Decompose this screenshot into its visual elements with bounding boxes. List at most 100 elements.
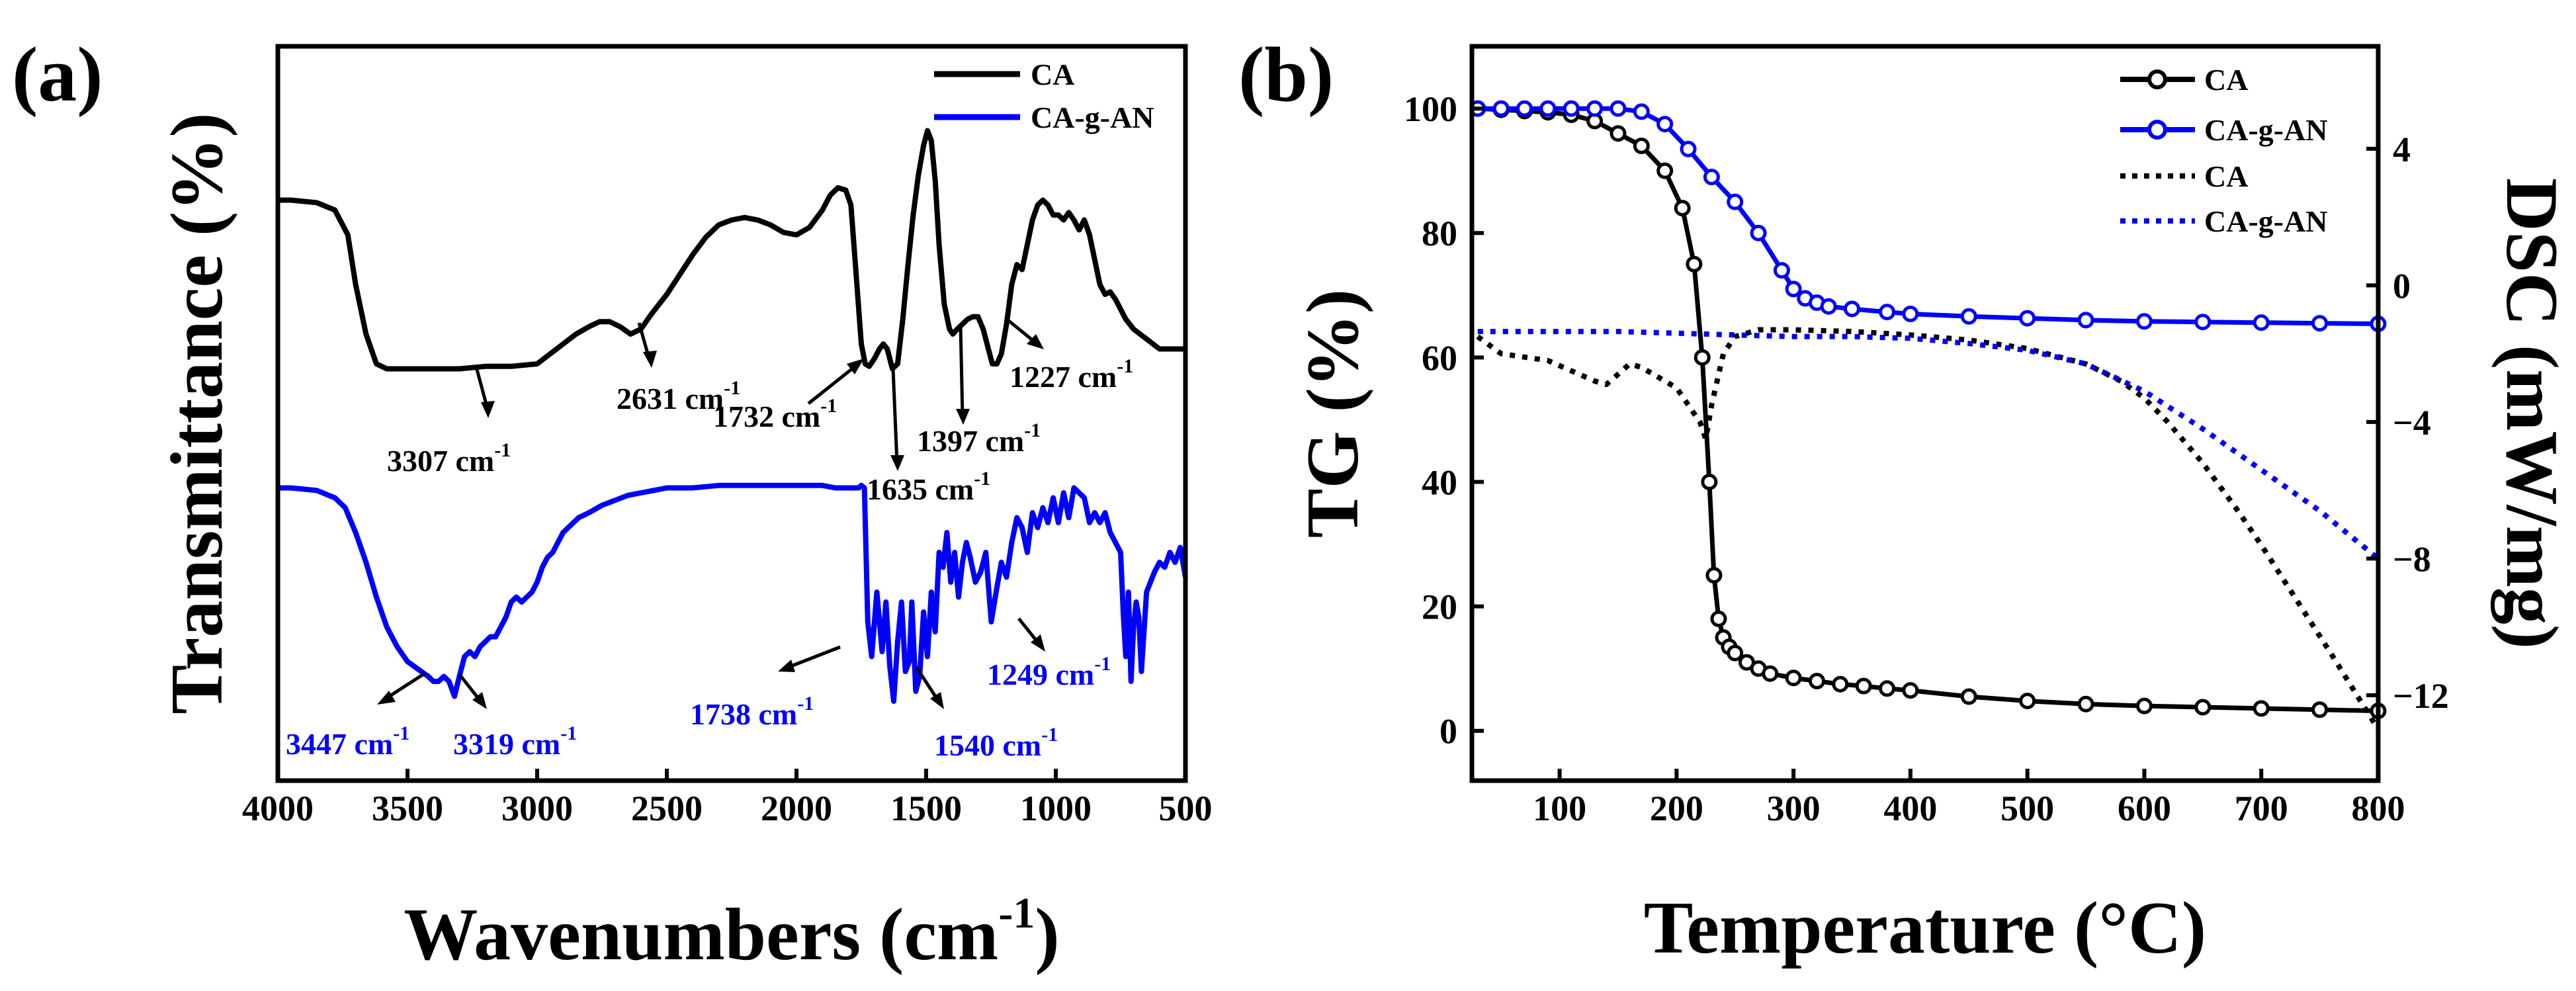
annotation-3319: 3319 cm-1 — [453, 673, 577, 761]
marker-b-ca-g-an-26 — [2253, 314, 2270, 331]
b-y2tick-label-4: 4 — [2393, 130, 2411, 169]
b-y2tick-label--8: −8 — [2393, 539, 2431, 579]
annotation-1540: 1540 cm-1 — [914, 666, 1058, 762]
marker-b-ca-8 — [1656, 162, 1674, 179]
legend-a-ca-label: CA — [1031, 58, 1074, 91]
marker-b-ca-g-an-2 — [1516, 100, 1533, 117]
panel-b-label: (b) — [1238, 31, 1334, 118]
b-xtick-label-500: 500 — [2000, 789, 2054, 828]
b-xtick-label-200: 200 — [1650, 789, 1703, 828]
b-xtick-label-600: 600 — [2118, 789, 2171, 828]
marker-b-ca-g-an-18 — [1844, 300, 1861, 318]
svg-text:3447 cm-1: 3447 cm-1 — [286, 722, 409, 761]
marker-b-ca-g-an-17 — [1820, 298, 1837, 315]
series-a-ca-g-an — [278, 482, 1188, 704]
marker-b-ca-33 — [2311, 701, 2329, 718]
marker-b-ca-7 — [1633, 138, 1650, 155]
svg-text:1397 cm-1: 1397 cm-1 — [917, 419, 1041, 458]
b-ytick-label-20: 20 — [1422, 587, 1457, 627]
panel-a-annotations: 3307 cm-1 2631 cm-1 1732 cm-1 1635 cm-1 — [286, 320, 1133, 762]
svg-text:1249 cm-1: 1249 cm-1 — [987, 653, 1111, 691]
svg-text:1635 cm-1: 1635 cm-1 — [867, 468, 990, 506]
marker-b-ca-g-an-25 — [2194, 314, 2211, 331]
marker-b-ca-g-an-4 — [1563, 100, 1580, 117]
panel-a-plot-area — [278, 128, 1188, 704]
marker-b-ca-g-an-7 — [1633, 103, 1650, 120]
marker-b-ca-25 — [1879, 680, 1896, 697]
series-b-ca-tg — [1477, 106, 2379, 714]
b-ytick-label-0: 0 — [1439, 712, 1457, 752]
a-xtick-label-1000: 1000 — [1020, 789, 1092, 828]
marker-b-ca-g-an-1 — [1492, 100, 1510, 117]
panel-b-y2-axis-title: DSC (mW/mg) — [2491, 178, 2573, 649]
marker-b-ca-26 — [1902, 682, 1919, 699]
marker-b-ca-g-an-19 — [1879, 304, 1896, 321]
b-ytick-label-40: 40 — [1422, 462, 1457, 502]
marker-b-ca-g-an-12 — [1750, 224, 1767, 241]
marker-b-ca-22 — [1808, 672, 1825, 689]
annotation-1397: 1397 cm-1 — [917, 325, 1041, 458]
marker-b-ca-g-an-13 — [1773, 262, 1790, 279]
svg-text:3307 cm-1: 3307 cm-1 — [387, 439, 511, 478]
panel-b-frame — [1469, 44, 2381, 783]
marker-b-ca-g-an-11 — [1727, 193, 1744, 210]
marker-b-ca-g-an-24 — [2135, 313, 2153, 330]
b-ytick-label-80: 80 — [1422, 214, 1457, 253]
marker-b-ca-g-an-20 — [1902, 305, 1919, 322]
panel-a-x-ticks: 4000 3500 3000 2500 2000 1500 1000 500 — [242, 769, 1213, 828]
marker-b-ca-9 — [1674, 200, 1691, 217]
marker-b-ca-11 — [1694, 349, 1711, 366]
marker-b-ca-g-an-6 — [1610, 100, 1627, 117]
legend-b-cagan-dsc-label: CA-g-AN — [2204, 204, 2328, 238]
panel-b-plot-area — [1469, 100, 2387, 731]
marker-b-ca-27 — [1960, 688, 1977, 705]
svg-text:1540 cm-1: 1540 cm-1 — [934, 724, 1058, 762]
marker-b-ca-g-an-27 — [2311, 315, 2329, 332]
panel-a-label: (a) — [12, 31, 103, 118]
panel-b-y-axis-title: TG (%) — [1292, 289, 1374, 538]
annotation-1732: 1732 cm-1 — [713, 359, 864, 433]
series-b-ca-g-an-dsc — [1477, 329, 2380, 561]
panel-b-legend: CA CA-g-AN CA CA-g-AN — [2120, 63, 2328, 238]
marker-b-ca-g-an-21 — [1960, 308, 1977, 325]
b-xtick-label-300: 300 — [1767, 789, 1821, 828]
b-ytick-label-60: 60 — [1422, 338, 1457, 378]
a-xtick-label-3500: 3500 — [372, 789, 443, 828]
a-xtick-label-2500: 2500 — [631, 789, 703, 828]
b-y2tick-label--4: −4 — [2393, 403, 2431, 443]
svg-text:1738 cm-1: 1738 cm-1 — [690, 693, 814, 731]
annotation-1738: 1738 cm-1 — [690, 645, 841, 731]
marker-b-ca-29 — [2077, 695, 2094, 712]
marker-b-ca-31 — [2194, 699, 2211, 716]
b-xtick-label-400: 400 — [1883, 789, 1937, 828]
b-xtick-label-700: 700 — [2235, 789, 2288, 828]
panel-b-x-axis-title: Temperature (°C) — [1644, 887, 2206, 969]
series-a-ca — [278, 128, 1185, 372]
annotation-1635: 1635 cm-1 — [867, 368, 990, 506]
marker-b-ca-g-an-3 — [1539, 100, 1557, 117]
marker-b-ca-32 — [2253, 700, 2270, 717]
marker-b-ca-12 — [1701, 473, 1718, 490]
annotation-3307: 3307 cm-1 — [387, 366, 511, 478]
b-y2tick-label--12: −12 — [2393, 676, 2449, 716]
a-xtick-label-1500: 1500 — [890, 789, 962, 828]
legend-a-cagan-label: CA-g-AN — [1031, 101, 1154, 134]
a-xtick-label-2000: 2000 — [761, 789, 832, 828]
panel-b: (b) 100 200 300 400 500 600 700 800020406080100… — [1238, 31, 2573, 969]
marker-b-ca-24 — [1855, 677, 1872, 695]
marker-b-ca-g-an-23 — [2077, 312, 2094, 329]
marker-b-ca-13 — [1705, 567, 1723, 584]
marker-b-ca-23 — [1832, 675, 1849, 693]
panel-a-frame — [275, 44, 1188, 783]
marker-b-ca-g-an-9 — [1680, 140, 1697, 157]
marker-b-ca-28 — [2019, 693, 2036, 710]
annotation-1249: 1249 cm-1 — [987, 617, 1111, 691]
b-xtick-label-100: 100 — [1533, 789, 1586, 828]
svg-text:2631 cm-1: 2631 cm-1 — [617, 377, 740, 415]
marker-b-ca-17 — [1727, 644, 1744, 662]
marker-b-ca-g-an-10 — [1703, 169, 1720, 186]
marker-b-ca-g-an-14 — [1785, 280, 1802, 298]
legend-b-ca-dsc-label: CA — [2204, 159, 2248, 193]
annotation-3447: 3447 cm-1 — [286, 671, 426, 761]
marker-b-ca-30 — [2135, 697, 2153, 714]
